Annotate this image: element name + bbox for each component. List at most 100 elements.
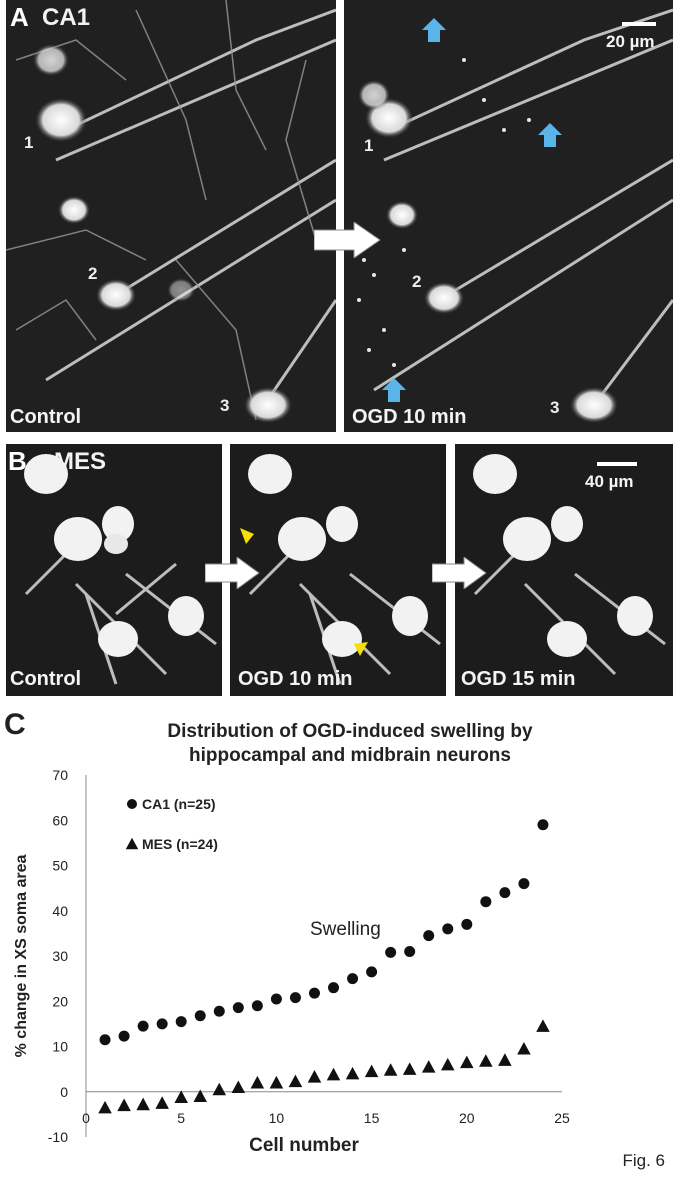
mes-data-point	[193, 1089, 208, 1103]
ca1-data-point	[423, 930, 435, 942]
legend-ca1-marker	[127, 799, 137, 809]
mes-data-point	[288, 1074, 303, 1088]
panel-b-control-image: B MES Control	[6, 444, 222, 696]
cell-number-1: 1	[24, 133, 34, 152]
yellow-arrowhead-icon	[240, 528, 254, 544]
chart-title-line-1: Distribution of OGD-induced swelling by	[167, 721, 533, 742]
ca1-data-point	[118, 1030, 130, 1042]
arrow-up-icon	[538, 123, 562, 147]
mes-data-point	[117, 1098, 131, 1112]
mes-data-point	[517, 1041, 531, 1055]
mes-ogd15-micrograph	[455, 444, 673, 696]
panel-b-ogd10-image: OGD 10 min	[230, 444, 446, 696]
y-tick-label: 0	[60, 1084, 68, 1100]
ca1-data-point	[461, 918, 473, 930]
ca1-data-point	[347, 973, 359, 985]
arrow-up-icon	[382, 378, 406, 402]
swelling-scatter-chart: -10 0 10 20 30 40 50 60 70 0 5 10 15 20 25 Cell number%…	[13, 767, 570, 1156]
ca1-data-point	[175, 1016, 187, 1028]
ca1-data-point	[156, 1018, 168, 1030]
ca1-data-point	[385, 946, 397, 958]
mes-data-point	[402, 1062, 417, 1075]
y-tick-label: 60	[52, 812, 68, 828]
mes-data-point	[536, 1019, 550, 1032]
ca1-data-point	[213, 1005, 225, 1017]
yellow-arrowhead-icon	[354, 642, 368, 656]
chart-title-line-2: hippocampal and midbrain neurons	[189, 745, 511, 766]
ca1-data-point	[270, 993, 282, 1005]
mes-data-point	[136, 1097, 150, 1111]
y-tick-label: 30	[52, 948, 68, 964]
mes-data-point	[345, 1066, 360, 1080]
y-tick-label: -10	[48, 1129, 68, 1145]
arrow-right-icon	[432, 557, 487, 589]
mes-data-point	[212, 1082, 227, 1096]
panel-b-control-caption: Control	[10, 668, 82, 690]
mes-data-point	[460, 1055, 474, 1069]
ca1-data-point	[194, 1010, 206, 1022]
scale-bar-a-label: 20 µm	[606, 32, 655, 51]
cell-number-3-ogd: 3	[550, 398, 560, 417]
panel-a-ogd-image: 1 2 3 20 µm OGD 10 min	[344, 0, 673, 432]
chart-legend: CA1 (n=25) MES (n=24)	[125, 796, 218, 852]
ca1-data-point	[308, 987, 320, 999]
scale-bar-b	[597, 462, 637, 466]
panel-a-control-image: A CA1 1 2 3 Control	[6, 0, 336, 432]
panel-a-letter: A	[10, 2, 29, 32]
arrow-right-icon	[314, 222, 381, 258]
mes-data-point	[155, 1096, 169, 1109]
x-tick-label: 20	[459, 1110, 475, 1126]
ca1-data-point	[232, 1002, 244, 1014]
panel-b-ogd15-caption: OGD 15 min	[461, 668, 576, 690]
arrow-right-icon	[205, 557, 260, 589]
legend-mes-marker	[125, 837, 139, 850]
panel-b-ogd10-caption: OGD 10 min	[238, 668, 353, 690]
panel-c-letter: C	[4, 708, 26, 741]
chart-axes: -10 0 10 20 30 40 50 60 70 0 5 10 15 20 25 Cell number%…	[13, 767, 570, 1156]
legend-mes-label: MES (n=24)	[142, 836, 218, 852]
x-tick-label: 10	[269, 1110, 285, 1126]
panel-b-region-label: MES	[54, 448, 107, 475]
cell-number-1-ogd: 1	[364, 136, 374, 155]
ca1-ogd-micrograph	[344, 0, 673, 432]
scale-bar-a	[622, 22, 656, 26]
y-tick-label: 10	[52, 1039, 68, 1055]
mes-data-point	[250, 1075, 265, 1089]
panel-b-letter: B	[8, 446, 27, 476]
ca1-data-point	[289, 992, 301, 1004]
x-tick-label: 5	[177, 1110, 185, 1126]
ca1-data-point	[137, 1020, 149, 1032]
mes-data-point	[269, 1075, 284, 1089]
ca1-data-point	[99, 1034, 111, 1046]
mes-data-point	[326, 1067, 341, 1081]
y-tick-label: 50	[52, 858, 68, 874]
arrow-up-icon	[422, 18, 446, 42]
ca1-data-point	[480, 896, 492, 908]
chart-title: Distribution of OGD-induced swelling by …	[90, 720, 610, 768]
mes-data-point	[421, 1060, 436, 1073]
mes-ogd10-micrograph	[230, 444, 446, 696]
mes-data-point	[174, 1090, 188, 1103]
mes-data-point	[364, 1064, 379, 1078]
mes-data-point	[307, 1070, 322, 1083]
cell-number-2-ogd: 2	[412, 272, 422, 291]
ca1-data-point	[366, 966, 378, 978]
chart-points	[98, 819, 550, 1114]
mes-control-micrograph	[6, 444, 222, 696]
legend-ca1-label: CA1 (n=25)	[142, 796, 216, 812]
swelling-annotation: Swelling	[310, 919, 381, 940]
ca1-data-point	[499, 887, 511, 899]
y-tick-label: 70	[52, 767, 68, 783]
ca1-data-point	[442, 923, 454, 935]
ca1-data-point	[251, 1000, 263, 1012]
x-tick-label: 25	[554, 1110, 570, 1126]
mes-data-point	[498, 1053, 512, 1066]
x-tick-label: 0	[82, 1110, 90, 1126]
ca1-data-point	[404, 945, 416, 957]
ca1-data-point	[518, 878, 530, 890]
mes-data-point	[98, 1100, 112, 1114]
ca1-data-point	[328, 982, 340, 994]
cell-number-3: 3	[220, 396, 230, 415]
x-tick-label: 15	[364, 1110, 380, 1126]
panel-a-region-label: CA1	[42, 4, 91, 31]
